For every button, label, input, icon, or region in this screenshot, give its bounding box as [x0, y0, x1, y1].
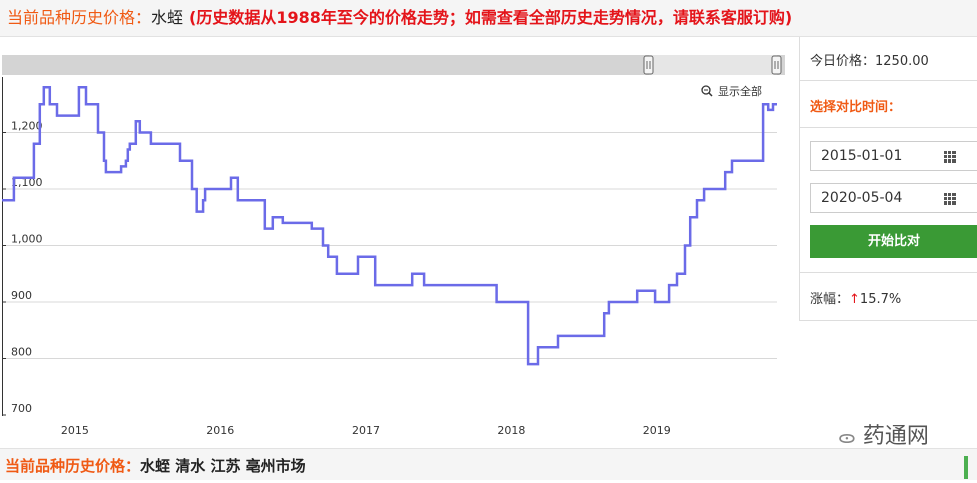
wechat-icon: ᯣ: [838, 427, 856, 448]
x-tick-label: 2019: [643, 424, 671, 437]
start-date-value: 2015-01-01: [821, 148, 903, 164]
x-tick-label: 2015: [61, 424, 89, 437]
select-time-row: 选择对比时间：: [800, 81, 977, 128]
show-all-label: 显示全部: [718, 84, 762, 98]
x-tick-label: 2016: [206, 424, 234, 437]
range-handle-right[interactable]: [771, 55, 782, 75]
divider: [800, 272, 977, 273]
up-arrow-icon: ↑: [849, 292, 860, 307]
page-footer: 当前品种历史价格：水蛭 清水 江苏 亳州市场: [0, 448, 977, 480]
compare-button[interactable]: 开始比对: [810, 225, 977, 258]
side-panel: 今日价格：1250.00 选择对比时间： 2015-01-01 2020-05-…: [799, 37, 977, 321]
range-handle-left[interactable]: [643, 55, 654, 75]
watermark: ᯣ 药通网: [838, 418, 929, 450]
y-tick-label: 900: [11, 289, 32, 302]
range-selection[interactable]: [649, 55, 777, 75]
calendar-grid-icon[interactable]: [944, 193, 956, 205]
price-chart: 700 800 900 1,000 1,100 1,200 2015 2016 2017 201…: [2, 55, 785, 437]
page-header: 当前品种历史价格：水蛭 (历史数据从1988年至今的价格走势；如需查看全部历史走势…: [0, 0, 977, 37]
price-series-line: [2, 86, 777, 366]
side-tab[interactable]: [964, 456, 968, 479]
product-name: 水蛭: [151, 8, 184, 27]
header-label: 当前品种历史价格：: [7, 8, 152, 27]
change-row: 涨幅：↑15.7%: [810, 288, 901, 307]
change-label: 涨幅：: [810, 292, 850, 307]
watermark-text: 药通网: [862, 424, 929, 449]
y-tick-label: 700: [11, 402, 32, 415]
today-price: 今日价格：1250.00: [810, 54, 929, 69]
y-tick-label: 1,200: [11, 120, 43, 133]
footer-value: 水蛭 清水 江苏 亳州市场: [140, 457, 306, 475]
start-date-input[interactable]: 2015-01-01: [810, 141, 977, 171]
end-date-input[interactable]: 2020-05-04: [810, 183, 977, 213]
x-tick-label: 2018: [497, 424, 525, 437]
select-time-label: 选择对比时间：: [810, 100, 902, 115]
x-tick-label: 2017: [352, 424, 380, 437]
calendar-grid-icon[interactable]: [944, 151, 956, 163]
footer-label: 当前品种历史价格：: [5, 457, 141, 475]
zoom-out-icon: [701, 85, 711, 95]
y-tick-label: 800: [11, 346, 32, 359]
y-tick-label: 1,100: [11, 176, 43, 189]
change-value: 15.7%: [859, 292, 902, 307]
end-date-value: 2020-05-04: [821, 190, 903, 206]
header-note: (历史数据从1988年至今的价格走势；如需查看全部历史走势情况，请联系客服订购): [189, 8, 793, 27]
show-all-button[interactable]: 显示全部: [701, 84, 762, 98]
range-scrollbar-track[interactable]: [2, 55, 785, 75]
y-tick-label: 1,000: [11, 233, 43, 246]
today-price-row: 今日价格：1250.00: [800, 37, 977, 81]
